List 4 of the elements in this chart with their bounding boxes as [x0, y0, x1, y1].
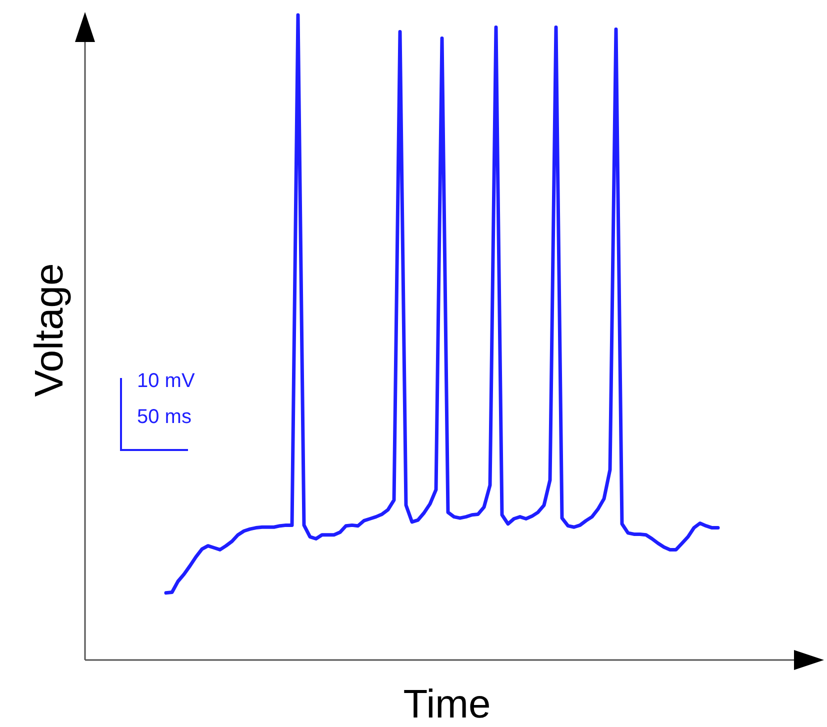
annotation: 10 mV [137, 370, 195, 393]
y-axis-title: Voltage [28, 263, 72, 397]
annotation: 50 ms [137, 406, 192, 429]
x-axis-title: Time [403, 682, 491, 727]
